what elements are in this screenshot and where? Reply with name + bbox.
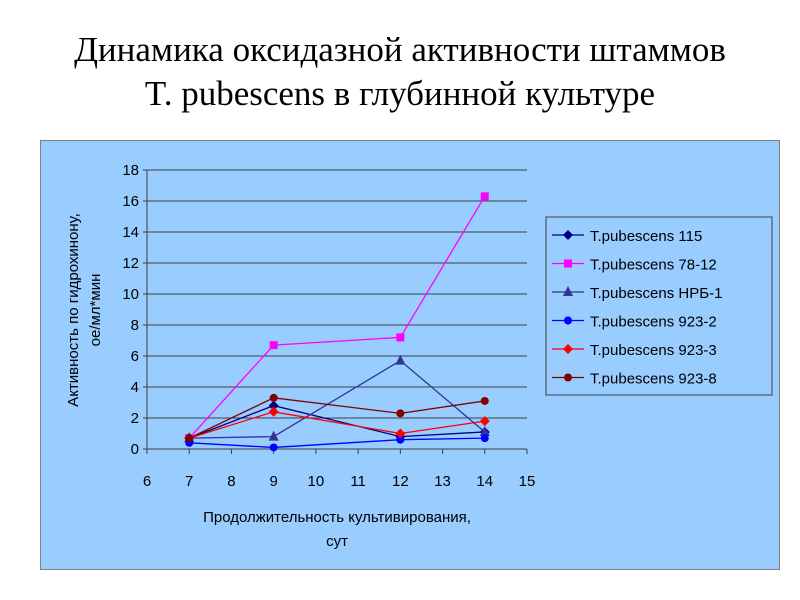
x-tick-label: 13 (434, 473, 451, 490)
series-line-1 (188, 196, 486, 439)
y-tick-label: 12 (122, 255, 139, 272)
data-point (480, 396, 489, 405)
data-point (480, 192, 489, 201)
x-tick-label: 6 (143, 473, 151, 490)
y-tick-label: 8 (131, 317, 139, 334)
legend-label: T.pubescens 78-12 (590, 257, 717, 274)
x-tick-label: 11 (350, 473, 366, 490)
x-tick-label: 7 (185, 473, 193, 490)
slide-title: Динамика оксидазной активности штаммов T… (0, 28, 800, 116)
x-tick-label: 9 (269, 473, 277, 490)
legend-label: T.pubescens 923-8 (590, 371, 717, 388)
legend-box (545, 216, 773, 396)
data-point (395, 354, 406, 365)
data-point (269, 341, 278, 350)
title-line-2: T. pubescens в глубинной культуре (144, 74, 656, 113)
y-tick-label: 4 (131, 379, 139, 396)
series-line-2 (189, 359, 486, 439)
y-tick-label: 18 (122, 162, 139, 179)
legend-marker (563, 230, 573, 240)
series-line-4 (189, 411, 485, 439)
legend-label: T.pubescens 923-3 (590, 342, 717, 359)
legend-marker (564, 373, 572, 382)
series-line-3 (189, 437, 485, 449)
legend-label: T.pubescens 115 (590, 228, 702, 245)
data-point (269, 443, 278, 452)
series-line-5 (188, 397, 485, 439)
x-axis-label: сут (326, 533, 348, 550)
legend-marker (563, 344, 573, 354)
x-axis-label: Продолжительность культивирования, (203, 509, 471, 526)
legend-marker (564, 316, 572, 325)
x-tick-label: 8 (227, 473, 235, 490)
y-tick-label: 16 (122, 193, 139, 210)
series-line-0 (188, 404, 485, 439)
legend-marker (564, 259, 572, 268)
data-point (479, 416, 490, 427)
data-point (269, 393, 278, 402)
x-tick-label: 14 (476, 473, 493, 490)
x-tick-label: 12 (392, 473, 409, 490)
data-point (396, 409, 405, 418)
data-point (396, 435, 405, 444)
y-axis-label: ое/мл*мин (87, 274, 104, 347)
x-tick-label: 15 (519, 473, 536, 490)
y-tick-label: 0 (131, 441, 139, 458)
data-point (480, 434, 489, 443)
legend-marker (563, 286, 573, 296)
data-point (268, 430, 279, 441)
data-point (479, 425, 490, 436)
data-point (185, 434, 194, 443)
x-tick-label: 10 (308, 473, 325, 490)
y-axis-label: Активность по гидрохинону, (65, 213, 82, 407)
legend-label: T.pubescens 923-2 (590, 314, 717, 331)
y-tick-label: 2 (131, 410, 139, 427)
data-point (395, 428, 406, 439)
y-tick-label: 6 (131, 348, 139, 365)
data-point (268, 400, 279, 411)
y-tick-label: 14 (122, 224, 139, 241)
title-line-1: Динамика оксидазной активности штаммов (74, 30, 726, 69)
legend-label: T.pubescens НРБ-1 (590, 285, 722, 302)
y-tick-label: 10 (122, 286, 139, 303)
data-point (396, 333, 405, 342)
data-point (268, 406, 279, 417)
chart-area (40, 140, 780, 570)
